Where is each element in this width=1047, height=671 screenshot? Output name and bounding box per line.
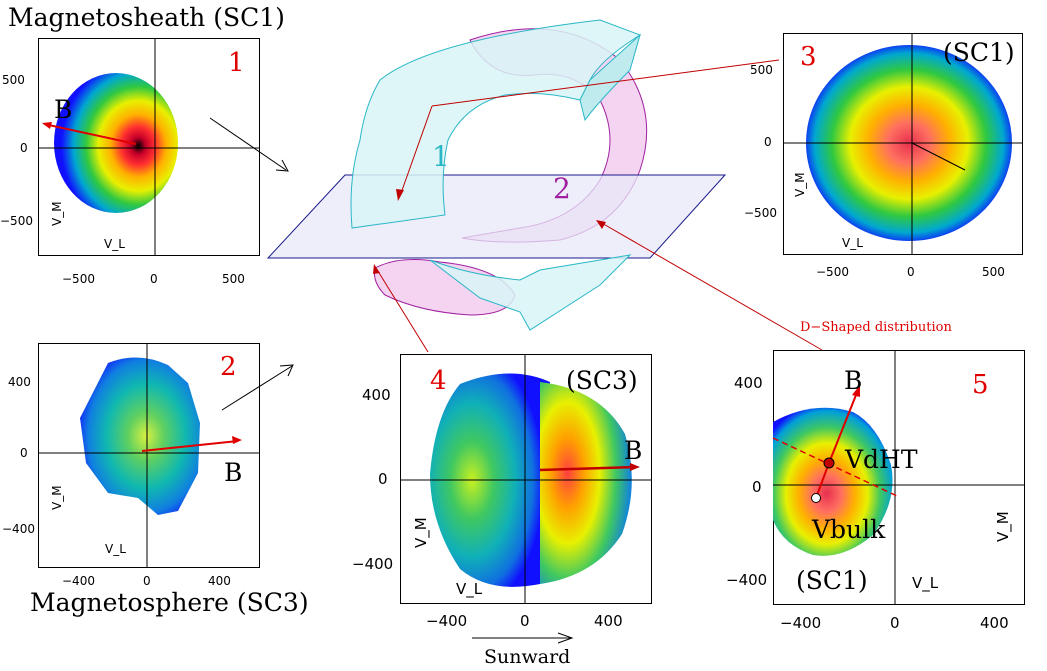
panel-5-b-label: B xyxy=(844,366,863,395)
arrow-region1-down xyxy=(399,105,433,197)
panel-2-plot xyxy=(38,343,260,568)
panel-4-sc-label: (SC3) xyxy=(566,366,638,395)
panel-3-ytick: −500 xyxy=(744,206,777,220)
panel-1-xtick: −500 xyxy=(62,272,95,286)
panel-5-number: 5 xyxy=(972,370,989,400)
panel-4-distribution-right xyxy=(540,382,632,584)
panel-2-number: 2 xyxy=(220,352,237,382)
panel-1-vl-label: V_L xyxy=(104,237,125,251)
panel-4-b-arrow xyxy=(539,465,637,472)
d-shaped-label: D−Shaped distribution xyxy=(800,320,952,335)
panel-4-vl-label: V_L xyxy=(456,580,483,598)
panel-4-b-arrowhead xyxy=(630,463,640,471)
panel-2-xtick: −400 xyxy=(62,574,95,588)
panel-3-plot xyxy=(783,33,1023,255)
panel-5-cutoff-line xyxy=(772,437,898,497)
panel-3-sc-label: (SC1) xyxy=(943,38,1015,67)
panel-2-xtick: 0 xyxy=(143,574,151,588)
panel-1-ytick: −500 xyxy=(0,214,33,228)
panel-4-number: 4 xyxy=(430,366,447,396)
arrow-panel3-to-region1 xyxy=(431,59,780,107)
arrow-panel5-to-region2 xyxy=(599,221,823,351)
panel-4-xtick: 0 xyxy=(520,612,530,630)
panel-5-vl-label: V_L xyxy=(912,574,939,592)
panel-1-b-arrowhead xyxy=(42,122,52,129)
region-1-cap xyxy=(579,33,641,122)
panel-5-b-arrowhead xyxy=(852,385,860,397)
panel-2-distribution xyxy=(80,357,200,515)
panel-3-xtick: −500 xyxy=(816,265,849,279)
panel-2-b-arrowhead xyxy=(232,436,242,444)
panel-4-xtick: −400 xyxy=(426,612,468,630)
panel-2-ytick: 0 xyxy=(20,446,28,460)
panel-5-xtick: −400 xyxy=(780,614,822,632)
sunward-label: Sunward xyxy=(484,646,571,668)
panel-2-ytick: 400 xyxy=(8,375,31,389)
panel-3-number: 3 xyxy=(800,42,817,72)
panel-5-xtick: 400 xyxy=(980,614,1009,632)
panel-5-b-arrow xyxy=(828,389,859,464)
panel-5-ytick: 0 xyxy=(752,478,762,496)
region-2-label: 2 xyxy=(553,172,571,205)
panel-1-b-arrow xyxy=(43,123,137,145)
panel-4-ytick: −400 xyxy=(352,555,394,573)
panel-1-ytick: 0 xyxy=(20,141,28,155)
panel-2-b-arrow xyxy=(141,440,239,452)
panel-5-vdht-line xyxy=(815,462,830,499)
panel-1-plot xyxy=(38,38,260,256)
region-1-lower xyxy=(429,254,632,331)
panel-4-ytick: 0 xyxy=(378,470,388,488)
panel-5-ytick: −400 xyxy=(726,571,768,589)
panel-1-distribution xyxy=(54,73,178,213)
panel-5-vbulk-label: Vbulk xyxy=(812,515,886,544)
panel-3-vl-label: V_L xyxy=(842,236,863,250)
arrow-panel4-to-plane xyxy=(375,267,429,353)
region-1-label: 1 xyxy=(432,140,450,173)
panel-5-vdht-marker xyxy=(823,457,835,469)
panel-3-ytick: 0 xyxy=(764,135,772,149)
magnetosheath-title: Magnetosheath (SC1) xyxy=(8,3,285,32)
panel-5-vbulk-marker xyxy=(811,493,821,503)
magnetosphere-title: Magnetosphere (SC3) xyxy=(30,588,309,617)
panel-5-xtick: 0 xyxy=(890,614,900,632)
panel-5-vdht-label: VdHT xyxy=(845,445,918,474)
panel-4-plot xyxy=(400,354,652,604)
panel-1-xtick: 500 xyxy=(222,272,245,286)
panel-3-xtick: 0 xyxy=(907,265,915,279)
panel-1-ytick: 500 xyxy=(2,73,25,87)
panel-2-direction-arrow xyxy=(221,365,293,411)
panel-1-number: 1 xyxy=(228,48,245,78)
reconnection-plane xyxy=(266,174,727,259)
panel-1-xtick: 0 xyxy=(150,272,158,286)
sunward-arrow xyxy=(472,632,574,644)
panel-2-b-label: B xyxy=(224,458,243,487)
panel-1-direction-arrow xyxy=(209,117,287,171)
panel-4-ytick: 400 xyxy=(362,386,391,404)
panel-3-b-line xyxy=(911,142,966,171)
panel-5-plot xyxy=(772,350,1025,605)
panel-5-distribution xyxy=(773,407,893,556)
panel-2-ytick: −400 xyxy=(2,522,35,536)
panel-2-vl-label: V_L xyxy=(105,542,126,556)
panel-5-sc-label: (SC1) xyxy=(796,566,868,595)
panel-3-ytick: 500 xyxy=(750,63,773,77)
panel-4-b-label: B xyxy=(624,436,643,465)
panel-3-xtick: 500 xyxy=(982,265,1005,279)
panel-1-b-label: B xyxy=(54,95,73,124)
panel-4-xtick: 400 xyxy=(594,612,623,630)
panel-2-xtick: 400 xyxy=(208,574,231,588)
panel-5-ytick: 400 xyxy=(734,374,763,392)
